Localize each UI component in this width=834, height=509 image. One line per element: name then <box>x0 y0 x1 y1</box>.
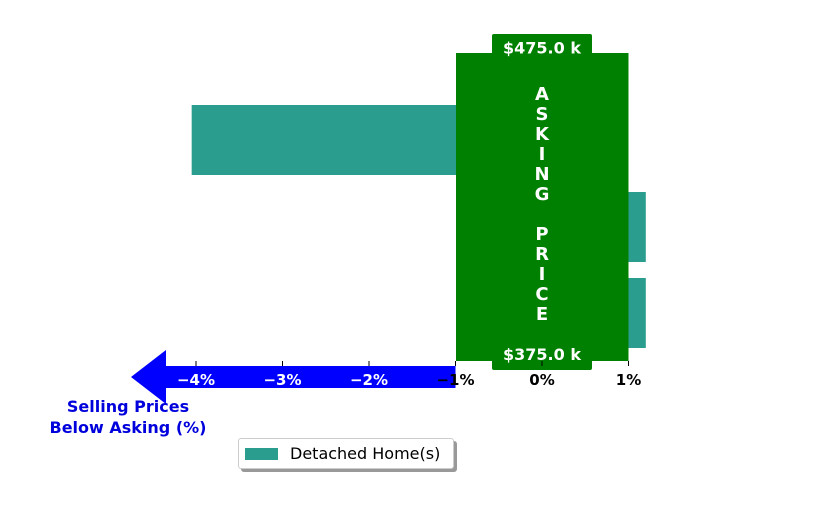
asking-price-letter: I <box>539 264 546 285</box>
below-asking-label: Selling Prices Below Asking (%) <box>28 396 228 438</box>
x-tick-label: 1% <box>616 371 641 389</box>
asking-price-bottom-box <box>492 344 592 370</box>
asking-price-letter: R <box>535 244 549 265</box>
legend-swatch <box>245 447 278 460</box>
asking-price-letter: C <box>535 284 548 305</box>
x-axis-ticks: −4% −3% −2% −1% 0% 1% <box>177 361 641 389</box>
below-asking-label-line-2: Below Asking (%) <box>49 418 207 437</box>
asking-price-letter: E <box>536 304 548 325</box>
x-tick-label: 0% <box>529 371 554 389</box>
asking-price-letter: S <box>536 104 549 125</box>
asking-price-top-value: $475.0 k <box>503 39 581 58</box>
asking-price-top-box <box>492 34 592 60</box>
asking-price-letter: I <box>539 144 546 165</box>
below-asking-arrow <box>131 350 456 404</box>
x-tick-label: −1% <box>436 371 474 389</box>
asking-price-letter: P <box>535 224 548 245</box>
asking-price-letter: K <box>535 124 550 145</box>
x-tick-label: −2% <box>350 371 388 389</box>
asking-price-bottom-value: $375.0 k <box>503 345 581 364</box>
below-asking-label-line-1: Selling Prices <box>66 397 190 416</box>
below-asking-arrow-shape <box>131 350 456 404</box>
asking-price-rect <box>456 53 629 361</box>
x-tick-label: −3% <box>263 371 301 389</box>
asking-price-letter: N <box>534 164 549 185</box>
legend: Detached Home(s) <box>238 438 454 469</box>
legend-label: Detached Home(s) <box>290 444 441 463</box>
asking-price-letter: A <box>535 84 549 105</box>
x-tick-label: −4% <box>177 371 215 389</box>
asking-price-letter: G <box>535 184 550 205</box>
